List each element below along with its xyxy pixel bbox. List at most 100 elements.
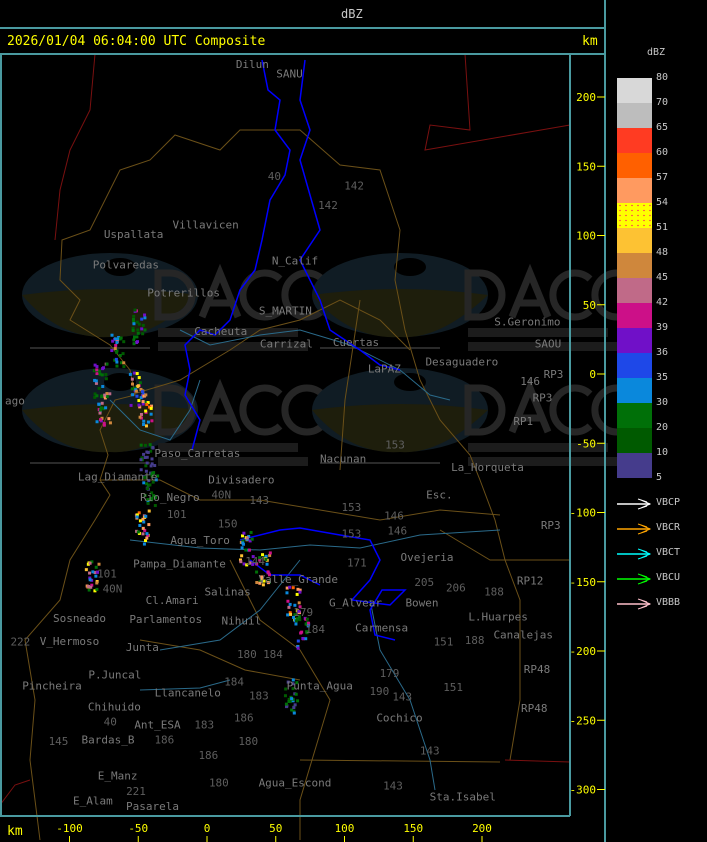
echo-pixel (96, 570, 100, 574)
echo-pixel (108, 421, 112, 425)
route-label: 205 (414, 576, 434, 589)
place-label: Polvaredas (93, 259, 159, 272)
echo-pixel (146, 450, 150, 454)
echo-pixel (138, 405, 142, 409)
place-label: Potrerillos (147, 286, 220, 299)
echo-pixel (102, 423, 106, 427)
echo-pixel (150, 498, 154, 502)
echo-pixel (136, 331, 140, 335)
echo-pixel (143, 316, 147, 320)
boundaries (24, 129, 570, 841)
echo-pixel (115, 364, 119, 368)
echo-pixel (94, 381, 98, 385)
echo-pixel (100, 401, 104, 405)
echo-pixel (266, 581, 270, 585)
place-label: Cl.Amari (146, 594, 199, 607)
place-label: Ovejeria (401, 551, 454, 564)
echo-pixel (294, 692, 298, 696)
echo-pixel (95, 581, 99, 585)
legend-swatch (617, 128, 652, 153)
echo-pixel (141, 323, 145, 327)
echo-pixel (291, 687, 295, 691)
legend-swatch (617, 353, 652, 378)
echo-pixel (144, 464, 148, 468)
echo-pixel (305, 617, 309, 621)
route-label: 179 (380, 667, 400, 680)
echo-pixel (93, 378, 97, 382)
echo-pixel (93, 589, 97, 593)
y-tick-label: 100 (576, 230, 596, 243)
place-label: SANU (276, 67, 303, 80)
echo-pixel (146, 487, 150, 491)
route-label: 179 (293, 606, 313, 619)
echo-pixel (142, 481, 146, 485)
echo-pixel (95, 394, 99, 398)
echo-pixel (146, 401, 150, 405)
legend-tracks (617, 498, 652, 610)
echo-pixel (86, 562, 90, 566)
y-tick-label: -150 (570, 576, 597, 589)
route-label: 101 (97, 567, 117, 580)
place-label: Agua_Escond (259, 777, 332, 790)
echo-pixel (266, 570, 270, 574)
watermark-line1-mark (158, 328, 298, 337)
place-label: Bardas_B (82, 734, 135, 747)
echo-pixel (135, 372, 139, 376)
legend-swatch (617, 203, 652, 228)
axes: 200 150 100 50 0 -50 -100 -150 -200 -250 -300 -100 -… (56, 91, 605, 842)
legend-swatch (617, 228, 652, 253)
echo-pixel (247, 548, 251, 552)
place-label: L.Huarpes (468, 610, 528, 623)
echo-pixel (298, 588, 302, 592)
echo-pixel (136, 328, 140, 332)
echo-pixel (248, 561, 252, 565)
echo-pixel (129, 403, 133, 407)
place-label: Lag_Diamante (78, 470, 157, 483)
route-label: 180 (237, 648, 257, 661)
echo-pixel (133, 335, 137, 339)
echo-pixel (122, 340, 126, 344)
route-label: 188 (465, 634, 485, 647)
route-label: 143 (392, 691, 412, 704)
y-tick-label: -200 (570, 645, 597, 658)
echo-pixel (304, 637, 308, 641)
title-bar: 2026/01/04 06:04:00 UTC Composite km (0, 29, 605, 54)
place-label: Agua_Toro (170, 534, 230, 547)
echo-pixel (285, 705, 289, 709)
echo-pixel (245, 536, 249, 540)
route-label: 40N (211, 488, 231, 501)
echo-pixel (250, 537, 254, 541)
place-label: La_Horqueta (451, 461, 524, 474)
route-label: 40 (104, 716, 117, 729)
echo-pixel (255, 570, 259, 574)
y-tick-label: 50 (583, 299, 596, 312)
route-label: 184 (305, 623, 325, 636)
watermark-line1-mark (468, 443, 608, 452)
echo-pixel (144, 401, 148, 405)
echo-pixel (297, 615, 301, 619)
place-label: Chihuido (88, 700, 141, 713)
echo-pixel (296, 699, 300, 703)
legend-swatch (617, 328, 652, 353)
echo-pixel (146, 498, 150, 502)
route-label: 186 (154, 733, 174, 746)
frame (0, 0, 606, 842)
echo-pixel (244, 548, 248, 552)
echo-pixel (94, 574, 98, 578)
echo-pixel (132, 320, 136, 324)
echo-pixel (288, 611, 292, 615)
legend-track-label: VBCT (656, 547, 681, 558)
echo-pixel (141, 402, 145, 406)
legend-swatch (617, 253, 652, 278)
echo-pixel (147, 523, 151, 527)
legend-label: 20 (656, 422, 669, 433)
route-label: 143 (249, 494, 269, 507)
echo-pixel (143, 528, 147, 532)
route-label: 40N (103, 583, 123, 596)
echo-pixel (104, 373, 108, 377)
route-label: 142 (344, 180, 364, 193)
echo-pixel (260, 575, 264, 579)
legend-swatch (617, 453, 652, 478)
echo-pixel (134, 389, 138, 393)
